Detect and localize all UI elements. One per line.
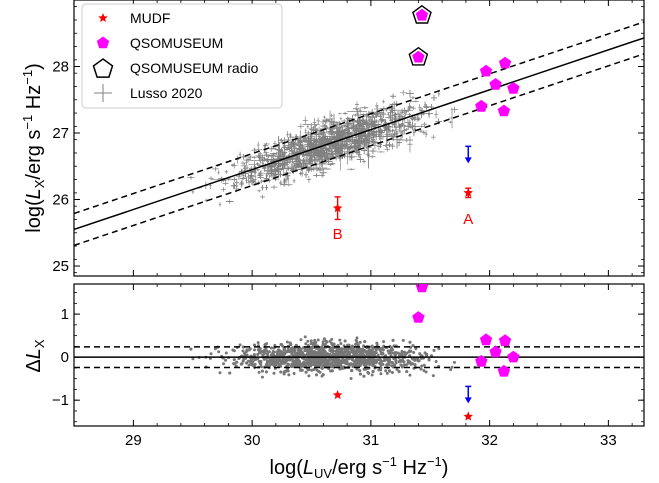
x-tick-label: 33 [600, 432, 617, 449]
qsomuseum-point [507, 82, 520, 94]
qsomuseum-radio-ring [412, 4, 432, 24]
x-tick-label: 30 [244, 432, 261, 449]
qsomuseum-residual-point [415, 284, 429, 293]
qsomuseum-radio-point [415, 8, 429, 21]
legend-item: QSOMUSEUM [96, 35, 223, 51]
mudf-point-label: B [333, 226, 343, 243]
legend-marker-open-pentagon [92, 58, 114, 78]
y-tick-label: 1 [61, 306, 69, 323]
bottom-plot-frame [73, 283, 645, 427]
qsomuseum-radio-ring [408, 46, 429, 66]
x-tick-label: 32 [481, 432, 498, 449]
legend: MUDF QSOMUSEUM QSOMUSEUM radio Lusso 2020 [81, 3, 283, 109]
qsomuseum-residual-point [507, 350, 520, 363]
y-tick-label: 28 [52, 59, 69, 76]
bottom-panel: −1 0 1 29 30 31 32 33 [52, 283, 645, 449]
mudf-residual-point [332, 390, 343, 400]
legend-label: MUDF [130, 10, 170, 26]
qsomuseum-point [475, 99, 488, 112]
mudf-point [332, 203, 343, 213]
y-tick-label: 26 [52, 192, 69, 209]
legend-label: QSOMUSEUM radio [130, 60, 259, 76]
y-axis-label-bottom: ΔLX [23, 339, 47, 372]
legend-marker-plus [94, 84, 112, 102]
mudf-point-label: A [463, 211, 473, 228]
mudf-point [463, 187, 473, 197]
x-tick-label: 31 [363, 432, 380, 449]
qsomuseum-residual-point [498, 334, 512, 347]
y-axis-label-top: log(LX/erg s−1 Hz−1) [20, 63, 47, 233]
qsomuseum-residual-point [412, 311, 425, 323]
legend-marker-star [98, 13, 108, 22]
legend-item: MUDF [98, 10, 170, 26]
qsomuseum-point [498, 56, 512, 69]
qsomuseum-residual-point [479, 333, 493, 346]
y-tick-label: 0 [61, 349, 69, 366]
legend-box [81, 3, 283, 109]
x-tick-label: 29 [125, 432, 142, 449]
qsomuseum-residual-point [475, 355, 488, 367]
relation-upper-scatter [74, 21, 644, 215]
legend-label: QSOMUSEUM [130, 35, 223, 51]
mudf-upper-limit-arrow [464, 145, 472, 164]
qsomuseum-point [497, 104, 511, 117]
mudf-residual-upper-limit [464, 385, 472, 404]
qsomuseum-point [489, 78, 502, 90]
qsomuseum-residual-point [489, 345, 502, 358]
legend-item: Lusso 2020 [94, 84, 203, 102]
relation-line [74, 37, 644, 231]
relation-lower-scatter [74, 53, 644, 247]
y-tick-label: 27 [52, 125, 69, 142]
qsomuseum-residual-point [497, 364, 511, 377]
y-tick-label: −1 [52, 392, 69, 409]
qsomuseum-point [479, 64, 493, 77]
legend-marker-pentagon [96, 36, 110, 49]
legend-item: QSOMUSEUM radio [92, 58, 259, 78]
lusso-2020-points-bottom [189, 335, 477, 380]
mudf-residual-point [463, 411, 473, 421]
legend-label: Lusso 2020 [130, 85, 203, 101]
top-plot-frame [73, 0, 645, 277]
x-axis-label: log(LUV/erg s−1 Hz−1) [270, 454, 449, 481]
top-panel: B A 25 26 27 28 [52, 0, 645, 277]
y-tick-label: 25 [52, 258, 69, 275]
qsomuseum-radio-point [412, 50, 425, 63]
